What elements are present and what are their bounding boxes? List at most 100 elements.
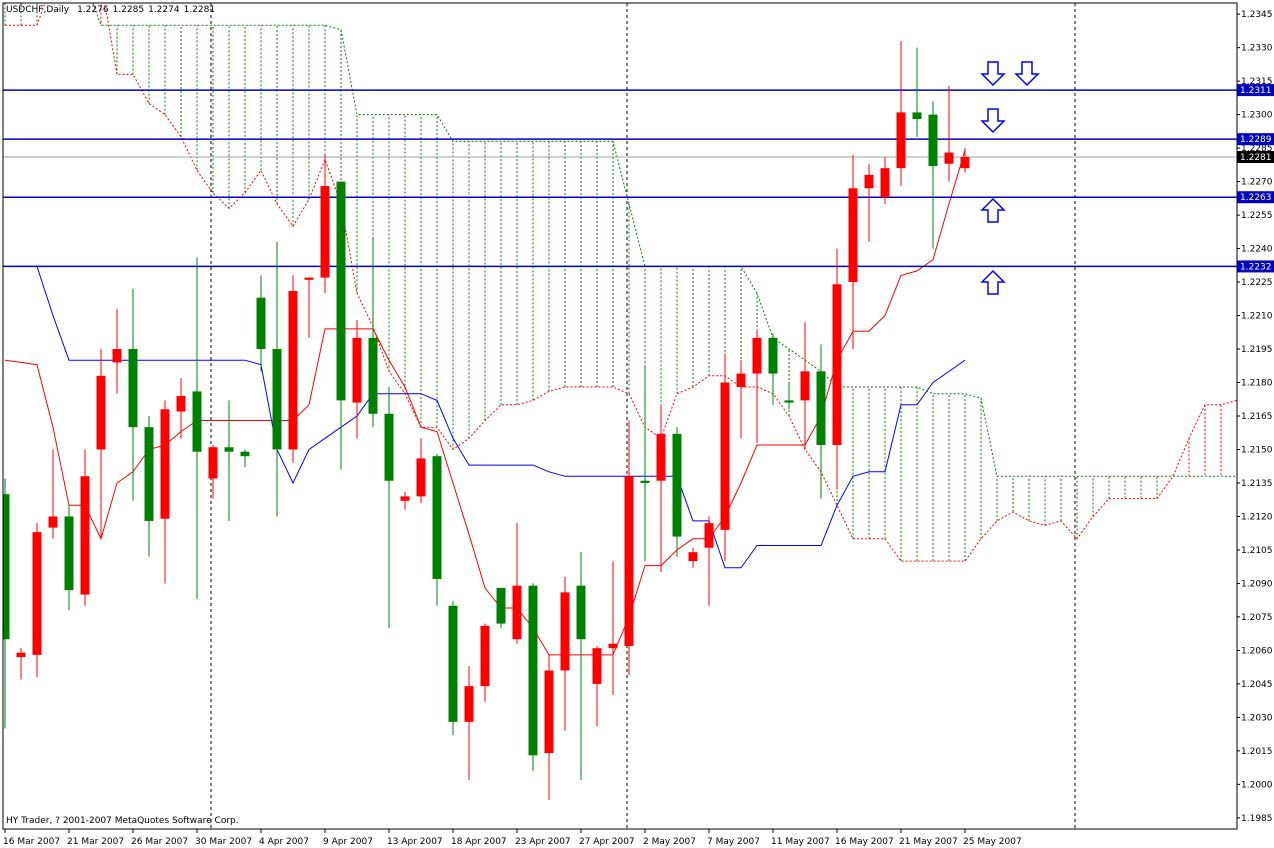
y-tick-label: 1.2165 <box>1241 412 1273 422</box>
y-tick-label: 1.2090 <box>1241 579 1273 589</box>
y-tick-label: 1.2270 <box>1241 178 1273 188</box>
y-tick-label: 1.2000 <box>1241 780 1273 790</box>
candle-body <box>240 451 250 457</box>
candle-body <box>608 643 618 649</box>
x-tick-label: 16 May 2007 <box>835 837 894 847</box>
x-tick-label: 4 Apr 2007 <box>259 837 309 847</box>
candle-body <box>144 427 154 521</box>
candle-body <box>832 284 842 446</box>
last-open: 1.2276 <box>77 5 109 15</box>
y-tick-label: 1.2330 <box>1241 44 1273 54</box>
candle-body <box>480 625 490 687</box>
candle-body <box>32 532 42 655</box>
candle-body <box>800 371 810 401</box>
price-label: 1.2281 <box>1240 153 1272 163</box>
candle-body <box>400 496 410 501</box>
candle-body <box>768 337 778 374</box>
last-close: 1.2281 <box>184 5 216 15</box>
level-label: 1.2263 <box>1240 193 1272 203</box>
candle-body <box>720 382 730 530</box>
candle-body <box>224 447 234 452</box>
candle-body <box>640 480 650 483</box>
y-tick-label: 1.2180 <box>1241 379 1273 389</box>
y-tick-label: 1.2120 <box>1241 512 1273 522</box>
candle-body <box>384 413 394 481</box>
y-tick-label: 1.2345 <box>1241 10 1273 20</box>
plot-area <box>3 3 1237 829</box>
candle-body <box>320 186 330 278</box>
candle-body <box>624 476 634 646</box>
y-tick-label: 1.2210 <box>1241 312 1273 322</box>
candle-body <box>512 585 522 640</box>
indicator-line <box>5 265 966 569</box>
level-label-box <box>1237 84 1274 97</box>
y-tick-label: 1.2060 <box>1241 646 1273 656</box>
copyright: HY Trader, ? 2001-2007 MetaQuotes Softwa… <box>6 816 239 826</box>
x-tick-label: 13 Apr 2007 <box>387 837 443 847</box>
x-tick-label: 9 Apr 2007 <box>323 837 373 847</box>
y-tick-label: 1.2240 <box>1241 245 1273 255</box>
level-label: 1.2289 <box>1240 135 1272 145</box>
candle-body <box>160 409 170 519</box>
last-low: 1.2274 <box>148 5 180 15</box>
y-tick-label: 1.2030 <box>1241 713 1273 723</box>
candle-body <box>816 371 826 446</box>
y-tick-label: 1.2135 <box>1241 479 1273 489</box>
x-tick-label: 2 May 2007 <box>643 837 696 847</box>
candle-body <box>96 375 106 450</box>
candle-body <box>912 112 922 120</box>
x-tick-label: 16 Mar 2007 <box>3 837 60 847</box>
candle-body <box>896 112 906 169</box>
level-label-box <box>1237 260 1274 273</box>
y-tick-label: 1.2195 <box>1241 345 1273 355</box>
y-tick-label: 1.2105 <box>1241 546 1273 556</box>
candle-body <box>80 476 90 595</box>
candle-body <box>128 349 138 428</box>
level-label: 1.2311 <box>1240 86 1272 96</box>
candle-body <box>944 152 954 164</box>
candle-body <box>960 157 970 169</box>
candle-body <box>592 648 602 684</box>
candle-body <box>688 552 698 562</box>
y-tick-label: 1.2225 <box>1241 278 1273 288</box>
candle-body <box>352 337 362 403</box>
y-tick-label: 1.2315 <box>1241 77 1273 87</box>
x-tick-label: 27 Apr 2007 <box>579 837 635 847</box>
down-arrow <box>980 108 1006 134</box>
y-tick-label: 1.1985 <box>1241 814 1273 824</box>
candle-body <box>272 349 282 450</box>
candle-body <box>576 585 586 640</box>
candle-body <box>416 458 426 497</box>
candle-body <box>336 181 346 401</box>
candle-body <box>432 456 442 579</box>
candle-body <box>3 494 10 640</box>
signal-arrows <box>980 61 1040 295</box>
candle-body <box>448 605 458 722</box>
x-tick-label: 7 May 2007 <box>707 837 760 847</box>
candle-body <box>112 349 122 363</box>
down-arrow <box>1014 61 1040 87</box>
x-tick-label: 21 May 2007 <box>899 837 958 847</box>
candle-body <box>64 516 74 591</box>
candle-body <box>288 290 298 450</box>
x-tick-label: 23 Apr 2007 <box>515 837 571 847</box>
symbol-title: USDCHF,Daily <box>6 5 70 15</box>
candle-body <box>848 188 858 283</box>
y-tick-label: 1.2075 <box>1241 613 1273 623</box>
up-arrow <box>980 197 1006 223</box>
candle-body <box>704 523 714 548</box>
level-label-box <box>1237 133 1274 146</box>
y-tick-label: 1.2300 <box>1241 111 1273 121</box>
candle-body <box>928 114 938 166</box>
candle-body <box>304 277 314 280</box>
candle-body <box>48 516 58 528</box>
x-tick-label: 25 May 2007 <box>963 837 1022 847</box>
x-tick-label: 30 Mar 2007 <box>195 837 252 847</box>
x-tick-label: 18 Apr 2007 <box>451 837 507 847</box>
candle-body <box>672 433 682 537</box>
candle-body <box>864 174 874 189</box>
candle-body <box>208 447 218 479</box>
y-tick-label: 1.2045 <box>1241 680 1273 690</box>
